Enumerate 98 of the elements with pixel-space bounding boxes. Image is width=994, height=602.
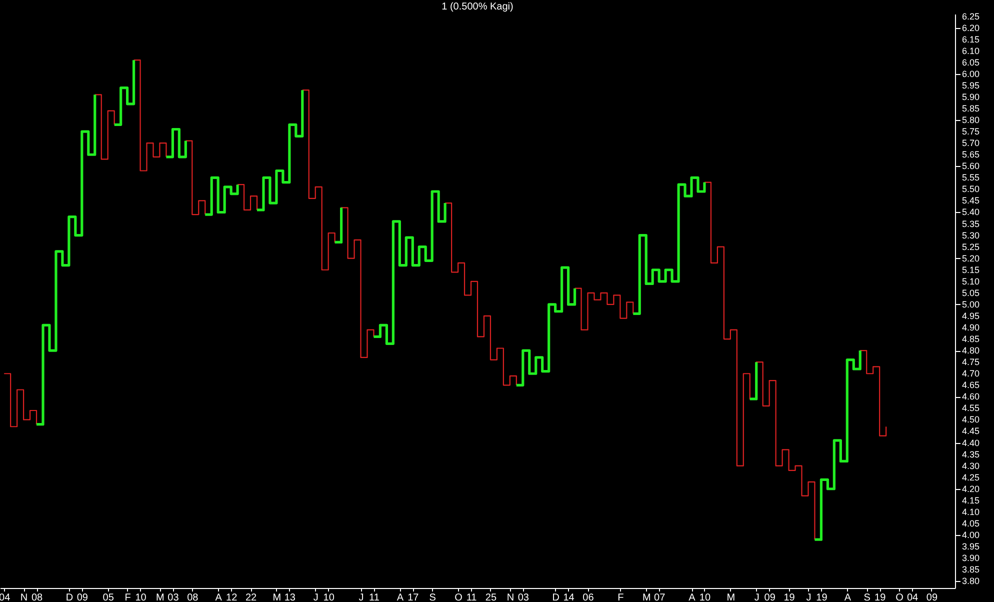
- y-tick-label: 5.20: [962, 253, 980, 264]
- x-tick-label: 11: [369, 592, 380, 602]
- y-tick-label: 5.50: [962, 184, 980, 194]
- x-tick-label: M: [272, 592, 282, 602]
- x-tick-label: N: [506, 592, 514, 602]
- x-tick-label: J: [754, 592, 760, 602]
- y-tick-label: 5.00: [962, 299, 980, 310]
- x-tick-label: O: [454, 592, 463, 602]
- y-tick-label: 4.30: [962, 460, 980, 471]
- x-tick-label: 19: [816, 592, 828, 602]
- x-tick-label: 25: [485, 592, 497, 602]
- y-tick-label: 6.15: [962, 34, 980, 44]
- x-tick-label: 11: [466, 592, 478, 602]
- y-tick-label: 4.35: [962, 449, 980, 460]
- y-tick-label: 5.10: [962, 276, 980, 286]
- x-tick-label: A: [215, 592, 222, 602]
- x-tick-label: D: [66, 592, 74, 602]
- y-tick-label: 4.20: [962, 484, 980, 494]
- x-tick-label: 19: [874, 592, 886, 602]
- x-tick-label: 09: [926, 592, 938, 602]
- x-tick-label: 08: [31, 592, 44, 602]
- x-tick-label: M: [156, 592, 164, 602]
- y-tick-label: 4.00: [962, 530, 980, 540]
- x-tick-label: 08: [187, 592, 199, 602]
- y-tick-label: 4.50: [962, 414, 980, 425]
- x-tick-label: A: [396, 592, 404, 602]
- x-tick-label: O: [896, 592, 904, 602]
- y-tick-label: 5.15: [962, 264, 980, 275]
- x-tick-label: 22: [245, 592, 258, 602]
- x-tick-label: M: [726, 592, 736, 602]
- y-tick-label: 3.95: [962, 542, 980, 552]
- x-tick-label: 09: [76, 592, 88, 602]
- y-tick-label: 3.90: [962, 553, 980, 564]
- y-tick-label: 3.80: [962, 576, 980, 586]
- y-tick-label: 5.80: [962, 115, 980, 126]
- x-tick-label: 05: [102, 592, 114, 602]
- y-tick-label: 5.60: [962, 161, 980, 172]
- x-tick-label: 17: [408, 592, 420, 602]
- x-tick-label: 10: [135, 592, 147, 602]
- y-tick-label: 4.95: [962, 310, 980, 321]
- y-tick-label: 5.30: [962, 230, 980, 240]
- y-tick-label: 5.75: [962, 126, 980, 137]
- x-tick-label: 03: [518, 592, 530, 602]
- y-tick-label: 5.95: [962, 80, 980, 90]
- y-tick-label: 5.45: [962, 196, 980, 206]
- y-tick-label: 4.25: [962, 472, 980, 482]
- y-tick-label: 5.25: [962, 242, 980, 252]
- y-tick-label: 4.15: [962, 495, 980, 506]
- y-tick-label: 4.55: [962, 403, 980, 414]
- y-tick-label: 3.85: [962, 564, 980, 575]
- x-tick-label: 13: [284, 592, 296, 602]
- y-tick-label: 6.00: [962, 68, 980, 79]
- x-tick-label: J: [806, 592, 812, 602]
- y-tick-label: 6.05: [962, 57, 980, 68]
- x-tick-label: A: [688, 592, 696, 602]
- x-tick-label: J: [313, 592, 318, 602]
- y-tick-label: 4.45: [962, 426, 980, 436]
- y-tick-label: 6.10: [962, 46, 980, 56]
- x-tick-label: 03: [168, 592, 180, 602]
- chart-title: 1 (0.500% Kagi): [442, 1, 514, 12]
- y-tick-label: 4.80: [962, 346, 980, 356]
- x-tick-label: 09: [764, 592, 776, 602]
- x-tick-label: 19: [784, 592, 796, 602]
- y-tick-label: 6.20: [962, 22, 980, 33]
- y-tick-label: 5.05: [962, 288, 980, 298]
- x-tick-label: F: [124, 592, 131, 602]
- y-tick-label: 4.60: [962, 392, 980, 402]
- x-tick-label: J: [358, 592, 364, 602]
- y-tick-label: 5.35: [962, 218, 980, 229]
- x-tick-label: 04: [906, 592, 919, 602]
- y-tick-label: 4.65: [962, 380, 980, 390]
- y-tick-label: 4.10: [962, 506, 980, 517]
- y-tick-label: 5.70: [962, 138, 980, 148]
- x-tick-label: D: [552, 592, 560, 602]
- y-tick-label: 5.40: [962, 207, 980, 218]
- x-tick-label: 06: [582, 592, 594, 602]
- y-tick-label: 4.85: [962, 334, 980, 344]
- x-tick-label: 12: [226, 592, 238, 602]
- x-tick-label: S: [429, 592, 436, 602]
- y-tick-label: 5.55: [962, 172, 980, 183]
- y-tick-label: 4.70: [962, 368, 980, 379]
- x-tick-label: 07: [654, 592, 666, 602]
- y-tick-label: 5.85: [962, 104, 980, 114]
- y-tick-label: 6.25: [962, 11, 980, 22]
- x-tick-label: 10: [323, 592, 335, 602]
- y-tick-label: 5.65: [962, 150, 980, 160]
- y-tick-label: 4.75: [962, 357, 980, 368]
- y-tick-label: 4.40: [962, 438, 980, 448]
- x-tick-label: 14: [563, 592, 575, 602]
- x-tick-label: M: [642, 592, 651, 602]
- y-tick-label: 4.05: [962, 518, 980, 528]
- x-tick-label: F: [618, 592, 624, 602]
- x-tick-label: S: [864, 592, 871, 602]
- y-tick-label: 5.90: [962, 92, 980, 102]
- x-tick-label: 10: [699, 592, 711, 602]
- x-tick-label: N: [20, 592, 28, 602]
- x-tick-label: A: [844, 592, 852, 602]
- y-tick-label: 4.90: [962, 322, 980, 333]
